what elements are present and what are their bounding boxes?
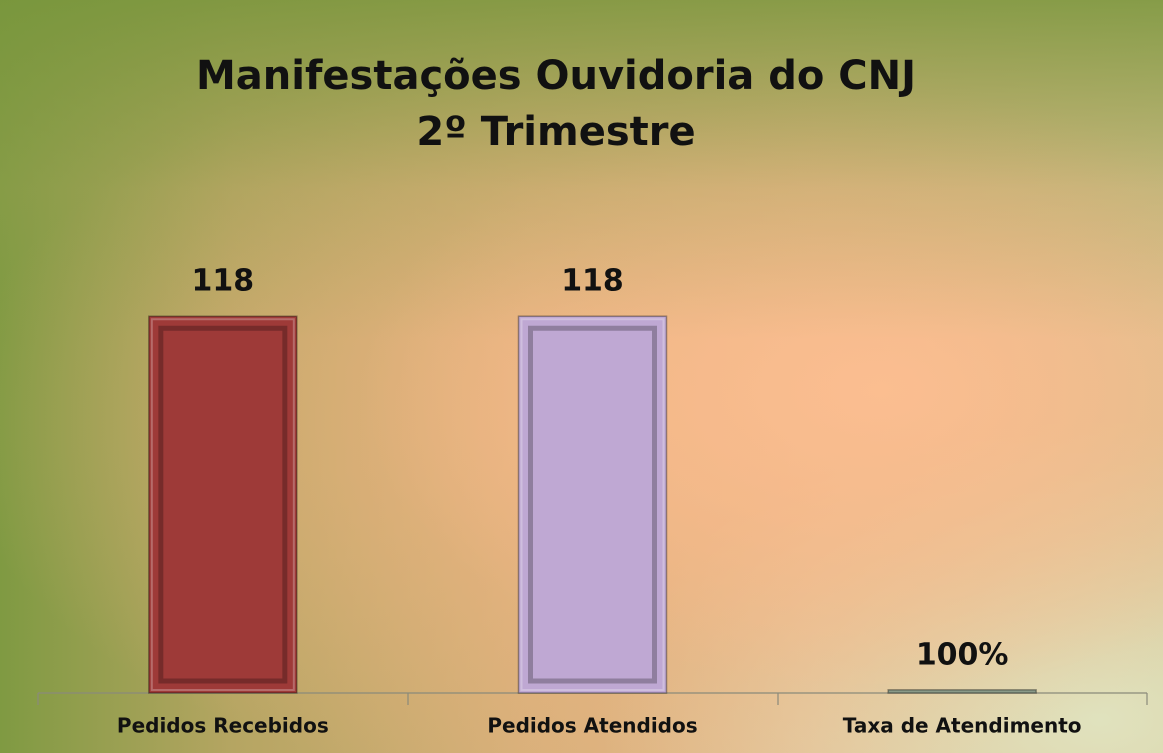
- bar-bevel: [528, 325, 657, 684]
- bar-highlight: [520, 318, 665, 691]
- chart-title: Manifestações Ouvidoria do CNJ: [196, 53, 916, 99]
- bar: [148, 315, 298, 694]
- data-label: 118: [192, 264, 255, 299]
- data-label: 100%: [916, 637, 1009, 672]
- x-tick-label: Pedidos Recebidos: [117, 714, 329, 738]
- bar-highlight: [150, 318, 295, 691]
- chart-subtitle: 2º Trimestre: [416, 109, 695, 155]
- x-tick-label: Pedidos Atendidos: [487, 714, 697, 738]
- bar: [517, 315, 668, 694]
- bar-bevel: [158, 325, 288, 684]
- category-axis: [37, 692, 1148, 705]
- bar: [887, 689, 1037, 694]
- data-label: 118: [561, 264, 624, 299]
- x-tick-label: Taxa de Atendimento: [843, 714, 1082, 738]
